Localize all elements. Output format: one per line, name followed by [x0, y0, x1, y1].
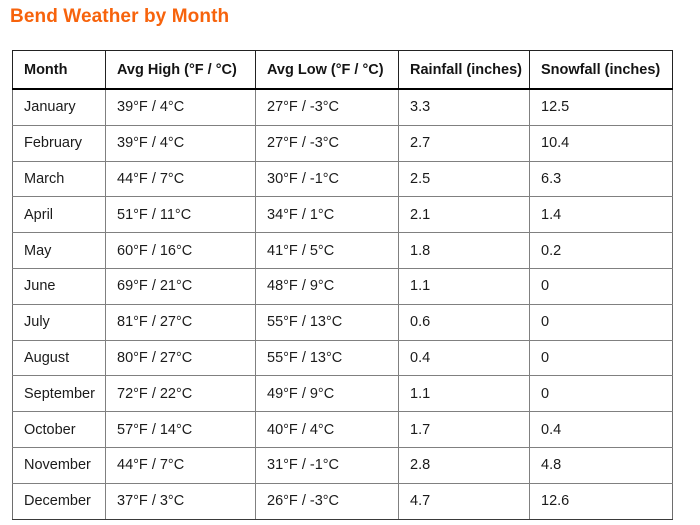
page-title: Bend Weather by Month: [10, 6, 230, 27]
rainfall-cell: 1.7: [398, 411, 530, 448]
month-cell: October: [12, 411, 106, 448]
table-row: January 39°F / 4°C 27°F / -3°C 3.3 12.5: [12, 88, 673, 126]
snowfall-cell: 0: [529, 303, 673, 341]
table-row: April 51°F / 11°C 34°F / 1°C 2.1 1.4: [12, 196, 673, 234]
month-cell: April: [12, 196, 106, 234]
avg-low-cell: 55°F / 13°C: [255, 339, 399, 377]
table-row: May 60°F / 16°C 41°F / 5°C 1.8 0.2: [12, 232, 673, 269]
avg-low-cell: 30°F / -1°C: [255, 160, 399, 198]
column-header-rainfall: Rainfall (inches): [398, 50, 530, 90]
table-row: December 37°F / 3°C 26°F / -3°C 4.7 12.6: [12, 482, 673, 520]
avg-low-cell: 48°F / 9°C: [255, 267, 399, 305]
month-cell: December: [12, 482, 106, 520]
snowfall-cell: 1.4: [529, 196, 673, 234]
avg-high-cell: 72°F / 22°C: [105, 375, 256, 413]
snowfall-cell: 0: [529, 339, 673, 377]
avg-high-cell: 81°F / 27°C: [105, 303, 256, 341]
month-cell: March: [12, 160, 106, 198]
table-row: July 81°F / 27°C 55°F / 13°C 0.6 0: [12, 303, 673, 341]
snowfall-cell: 6.3: [529, 160, 673, 198]
avg-high-cell: 69°F / 21°C: [105, 267, 256, 305]
column-header-snowfall: Snowfall (inches): [529, 50, 673, 90]
avg-low-cell: 41°F / 5°C: [255, 232, 399, 269]
table-row: August 80°F / 27°C 55°F / 13°C 0.4 0: [12, 339, 673, 377]
rainfall-cell: 2.1: [398, 196, 530, 234]
rainfall-cell: 0.4: [398, 339, 530, 377]
month-cell: November: [12, 446, 106, 484]
avg-high-cell: 44°F / 7°C: [105, 160, 256, 198]
snowfall-cell: 10.4: [529, 124, 673, 162]
avg-low-cell: 55°F / 13°C: [255, 303, 399, 341]
avg-high-cell: 57°F / 14°C: [105, 411, 256, 448]
table-row: February 39°F / 4°C 27°F / -3°C 2.7 10.4: [12, 124, 673, 162]
month-cell: June: [12, 267, 106, 305]
snowfall-cell: 12.5: [529, 88, 673, 126]
avg-low-cell: 26°F / -3°C: [255, 482, 399, 520]
avg-high-cell: 80°F / 27°C: [105, 339, 256, 377]
month-cell: July: [12, 303, 106, 341]
table-header-row: Month Avg High (°F / °C) Avg Low (°F / °…: [12, 50, 673, 90]
weather-table: Month Avg High (°F / °C) Avg Low (°F / °…: [12, 50, 673, 520]
snowfall-cell: 4.8: [529, 446, 673, 484]
rainfall-cell: 1.1: [398, 267, 530, 305]
snowfall-cell: 0.4: [529, 411, 673, 448]
table-row: September 72°F / 22°C 49°F / 9°C 1.1 0: [12, 375, 673, 413]
avg-low-cell: 34°F / 1°C: [255, 196, 399, 234]
avg-high-cell: 39°F / 4°C: [105, 88, 256, 126]
rainfall-cell: 1.8: [398, 232, 530, 269]
table-row: March 44°F / 7°C 30°F / -1°C 2.5 6.3: [12, 160, 673, 198]
avg-low-cell: 27°F / -3°C: [255, 124, 399, 162]
avg-high-cell: 37°F / 3°C: [105, 482, 256, 520]
column-header-avg-high: Avg High (°F / °C): [105, 50, 256, 90]
rainfall-cell: 2.8: [398, 446, 530, 484]
rainfall-cell: 4.7: [398, 482, 530, 520]
avg-low-cell: 27°F / -3°C: [255, 88, 399, 126]
table-row: October 57°F / 14°C 40°F / 4°C 1.7 0.4: [12, 411, 673, 448]
snowfall-cell: 0.2: [529, 232, 673, 269]
avg-high-cell: 51°F / 11°C: [105, 196, 256, 234]
avg-low-cell: 31°F / -1°C: [255, 446, 399, 484]
column-header-avg-low: Avg Low (°F / °C): [255, 50, 399, 90]
table-row: June 69°F / 21°C 48°F / 9°C 1.1 0: [12, 267, 673, 305]
snowfall-cell: 12.6: [529, 482, 673, 520]
snowfall-cell: 0: [529, 375, 673, 413]
rainfall-cell: 3.3: [398, 88, 530, 126]
month-cell: May: [12, 232, 106, 269]
table-body: January 39°F / 4°C 27°F / -3°C 3.3 12.5 Febru…: [12, 88, 673, 520]
avg-low-cell: 49°F / 9°C: [255, 375, 399, 413]
avg-high-cell: 39°F / 4°C: [105, 124, 256, 162]
column-header-month: Month: [12, 50, 106, 90]
month-cell: January: [12, 88, 106, 126]
avg-low-cell: 40°F / 4°C: [255, 411, 399, 448]
rainfall-cell: 2.7: [398, 124, 530, 162]
snowfall-cell: 0: [529, 267, 673, 305]
avg-high-cell: 44°F / 7°C: [105, 446, 256, 484]
avg-high-cell: 60°F / 16°C: [105, 232, 256, 269]
rainfall-cell: 0.6: [398, 303, 530, 341]
rainfall-cell: 2.5: [398, 160, 530, 198]
month-cell: September: [12, 375, 106, 413]
month-cell: August: [12, 339, 106, 377]
month-cell: February: [12, 124, 106, 162]
rainfall-cell: 1.1: [398, 375, 530, 413]
table-row: November 44°F / 7°C 31°F / -1°C 2.8 4.8: [12, 446, 673, 484]
